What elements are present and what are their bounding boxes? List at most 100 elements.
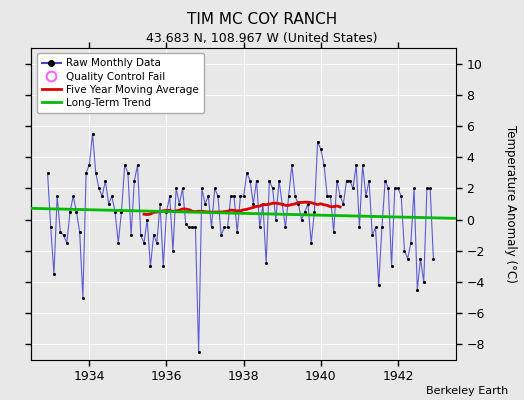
Point bbox=[378, 224, 386, 230]
Point bbox=[394, 185, 402, 192]
Point bbox=[117, 209, 126, 215]
Point bbox=[416, 255, 424, 262]
Point bbox=[156, 201, 164, 207]
Legend: Raw Monthly Data, Quality Control Fail, Five Year Moving Average, Long-Term Tren: Raw Monthly Data, Quality Control Fail, … bbox=[37, 53, 204, 113]
Point bbox=[198, 185, 206, 192]
Point bbox=[253, 178, 261, 184]
Point bbox=[166, 193, 174, 199]
Point bbox=[326, 193, 335, 199]
Point bbox=[407, 240, 415, 246]
Text: TIM MC COY RANCH: TIM MC COY RANCH bbox=[187, 12, 337, 27]
Point bbox=[316, 146, 325, 152]
Point bbox=[400, 248, 409, 254]
Point bbox=[223, 224, 232, 230]
Point bbox=[271, 216, 280, 223]
Point bbox=[365, 178, 373, 184]
Point bbox=[259, 201, 267, 207]
Point bbox=[301, 209, 309, 215]
Point bbox=[297, 216, 305, 223]
Y-axis label: Temperature Anomaly (°C): Temperature Anomaly (°C) bbox=[504, 125, 517, 283]
Text: Berkeley Earth: Berkeley Earth bbox=[426, 386, 508, 396]
Point bbox=[127, 232, 135, 238]
Point bbox=[243, 170, 251, 176]
Point bbox=[50, 271, 58, 278]
Point bbox=[381, 178, 389, 184]
Point bbox=[152, 240, 161, 246]
Point bbox=[89, 130, 97, 137]
Point bbox=[304, 201, 312, 207]
Point bbox=[59, 232, 68, 238]
Point bbox=[134, 162, 142, 168]
Point bbox=[278, 201, 287, 207]
Point bbox=[390, 185, 399, 192]
Point bbox=[426, 185, 434, 192]
Point bbox=[323, 193, 332, 199]
Point bbox=[420, 279, 428, 285]
Point bbox=[63, 240, 71, 246]
Point bbox=[265, 178, 274, 184]
Text: 43.683 N, 108.967 W (United States): 43.683 N, 108.967 W (United States) bbox=[146, 32, 378, 45]
Point bbox=[333, 178, 341, 184]
Point bbox=[368, 232, 376, 238]
Point bbox=[249, 201, 257, 207]
Point bbox=[214, 193, 222, 199]
Point bbox=[230, 193, 238, 199]
Point bbox=[285, 193, 293, 199]
Point bbox=[143, 216, 151, 223]
Point bbox=[281, 224, 290, 230]
Point bbox=[114, 240, 123, 246]
Point bbox=[246, 178, 254, 184]
Point bbox=[191, 224, 200, 230]
Point bbox=[85, 162, 93, 168]
Point bbox=[98, 193, 106, 199]
Point bbox=[47, 224, 55, 230]
Point bbox=[217, 232, 225, 238]
Point bbox=[43, 170, 52, 176]
Point bbox=[410, 185, 418, 192]
Point bbox=[137, 232, 145, 238]
Point bbox=[82, 170, 90, 176]
Point bbox=[107, 193, 116, 199]
Point bbox=[162, 209, 171, 215]
Point bbox=[429, 255, 438, 262]
Point bbox=[236, 193, 245, 199]
Point bbox=[384, 185, 392, 192]
Point bbox=[178, 185, 187, 192]
Point bbox=[239, 193, 248, 199]
Point bbox=[342, 178, 351, 184]
Point bbox=[149, 232, 158, 238]
Point bbox=[69, 193, 78, 199]
Point bbox=[72, 209, 81, 215]
Point bbox=[233, 229, 242, 235]
Point bbox=[226, 193, 235, 199]
Point bbox=[53, 193, 61, 199]
Point bbox=[182, 221, 190, 228]
Point bbox=[294, 201, 302, 207]
Point bbox=[95, 185, 103, 192]
Point bbox=[208, 224, 216, 230]
Point bbox=[336, 193, 344, 199]
Point bbox=[346, 178, 354, 184]
Point bbox=[423, 185, 431, 192]
Point bbox=[291, 193, 299, 199]
Point bbox=[310, 209, 319, 215]
Point bbox=[121, 162, 129, 168]
Point bbox=[387, 263, 396, 270]
Point bbox=[204, 193, 212, 199]
Point bbox=[201, 201, 209, 207]
Point bbox=[140, 240, 148, 246]
Point bbox=[175, 201, 183, 207]
Point bbox=[330, 229, 338, 235]
Point bbox=[104, 201, 113, 207]
Point bbox=[124, 170, 132, 176]
Point bbox=[79, 294, 87, 301]
Point bbox=[146, 263, 155, 270]
Point bbox=[372, 224, 380, 230]
Point bbox=[262, 260, 270, 266]
Point bbox=[66, 209, 74, 215]
Point bbox=[307, 240, 315, 246]
Point bbox=[185, 224, 193, 230]
Point bbox=[313, 138, 322, 145]
Point bbox=[413, 286, 421, 293]
Point bbox=[211, 185, 219, 192]
